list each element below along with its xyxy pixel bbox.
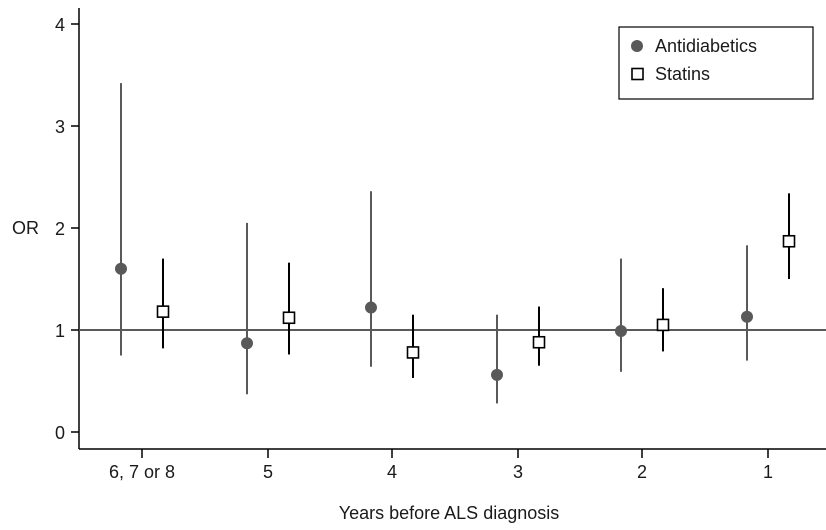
point-circle [741, 310, 753, 323]
x-tick-label: 2 [637, 462, 647, 482]
point-circle [241, 337, 253, 350]
point-square [156, 305, 170, 318]
x-tick-label: 1 [763, 462, 773, 482]
legend-marker-square [631, 67, 644, 81]
legend: Antidiabetics Statins [618, 26, 814, 100]
x-tick-label: 5 [263, 462, 273, 482]
point-circle [615, 325, 627, 338]
point-square [532, 335, 546, 349]
y-tick-label: 1 [55, 321, 65, 341]
y-axis-label: OR [12, 218, 39, 238]
x-tick-label: 3 [513, 462, 523, 482]
x-tick-label: 4 [387, 462, 397, 482]
y-tick-label: 4 [55, 15, 65, 35]
legend-label: Antidiabetics [655, 36, 757, 56]
y-tick-label: 3 [55, 117, 65, 137]
x-tick-label: 6, 7 or 8 [109, 462, 175, 482]
point-circle [365, 301, 377, 314]
point-square [782, 234, 796, 248]
legend-label: Statins [655, 64, 710, 84]
y-tick-label: 0 [55, 423, 65, 443]
point-square [656, 318, 670, 332]
y-tick-label: 2 [55, 219, 65, 239]
data-marks [115, 83, 796, 404]
legend-box [618, 26, 814, 100]
point-square [282, 311, 296, 325]
x-axis-label: Years before ALS diagnosis [339, 503, 560, 523]
point-circle [115, 262, 127, 275]
point-square [406, 346, 420, 359]
legend-marker-circle [631, 40, 643, 52]
axes: 0 1 2 3 4 6, 7 or 8 5 4 3 2 1 [55, 8, 826, 482]
point-circle [491, 368, 503, 381]
